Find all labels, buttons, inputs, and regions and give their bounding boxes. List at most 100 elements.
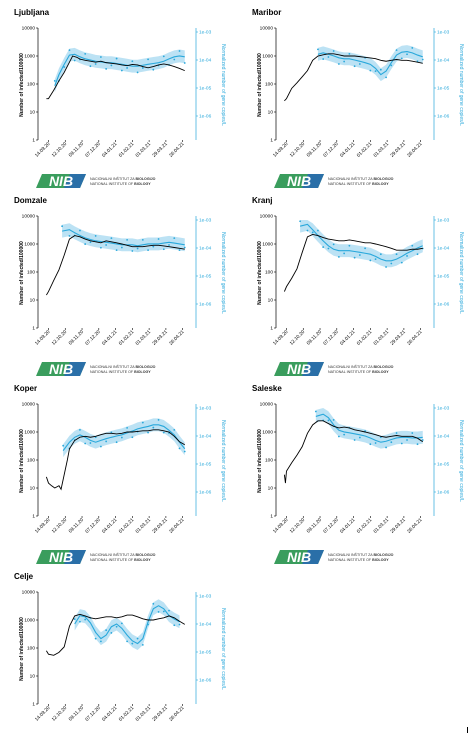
infected-line <box>283 233 423 292</box>
wastewater-point <box>411 432 414 434</box>
y-tick-label-right: 1e-04 <box>199 58 212 64</box>
wastewater-point <box>115 625 118 628</box>
wastewater-point <box>99 246 102 249</box>
nib-logo: NIB NACIONALNI INŠTITUT ZA BIOLOGIJO NATIO… <box>34 549 164 565</box>
x-tick-label: 07.12.20 <box>84 141 102 159</box>
y-tick-label-right: 1e-03 <box>199 406 212 412</box>
wastewater-point <box>84 442 87 445</box>
x-tick-label: 26.04.21 <box>168 517 186 535</box>
wastewater-point <box>105 244 108 246</box>
nib-logo-mark: NIB <box>274 361 324 377</box>
wastewater-point <box>348 244 351 247</box>
x-tick-label: 26.04.21 <box>168 141 186 159</box>
chart-panel-saleske: Saleske Number of infected/100000 Normaliz… <box>246 384 471 565</box>
wastewater-ribbon <box>74 599 180 651</box>
wastewater-point <box>385 446 387 449</box>
y-tick-label-left: 10000 <box>22 402 36 408</box>
y-tick-label-left: 100 <box>265 82 273 88</box>
x-tick-label: 01.03.21 <box>135 705 153 723</box>
wastewater-point <box>131 250 134 252</box>
y-tick-label-right: 1e-03 <box>437 218 450 224</box>
wastewater-point <box>68 235 71 237</box>
y-tick-label-left: 1 <box>32 138 35 144</box>
y-tick-label-left: 1000 <box>24 54 35 60</box>
wastewater-point <box>105 68 108 70</box>
wastewater-point <box>411 47 414 49</box>
wastewater-point <box>131 642 134 645</box>
y-tick-label-left: 100 <box>265 458 273 464</box>
chart-svg: 1 10 100 1000 10000 1e-03 1e-04 1e-05 1e-06 14.09… <box>22 590 212 723</box>
wastewater-point <box>152 245 155 248</box>
wastewater-point <box>157 238 160 240</box>
wastewater-point <box>94 637 97 640</box>
y-tick-label-left: 10 <box>30 486 36 492</box>
y-tick-label-right: 1e-05 <box>437 462 450 468</box>
y-tick-label-right: 1e-04 <box>199 434 212 440</box>
wastewater-point <box>353 65 356 68</box>
wastewater-point <box>299 220 302 223</box>
y-tick-label-right: 1e-05 <box>199 650 212 656</box>
wastewater-point <box>332 243 335 246</box>
wastewater-point <box>168 244 170 246</box>
y-tick-label-left: 1000 <box>24 430 35 436</box>
wastewater-point <box>358 436 361 439</box>
x-tick-label: 01.02.21 <box>356 141 374 159</box>
y-tick-label-right: 1e-05 <box>199 86 212 92</box>
wastewater-point <box>63 66 66 68</box>
wastewater-point <box>173 58 176 61</box>
wastewater-point <box>79 620 81 623</box>
y-tick-label-left: 100 <box>27 646 35 652</box>
wastewater-point <box>73 59 76 62</box>
nib-line2-bold: BIOLOGY <box>372 370 389 374</box>
y-tick-label-left: 1 <box>270 138 273 144</box>
wastewater-point <box>147 623 149 626</box>
wastewater-point <box>110 237 113 240</box>
wastewater-point <box>141 238 144 241</box>
wastewater-point <box>94 63 97 65</box>
nib-logo-text: NIB <box>287 173 311 189</box>
chart-panel-kranj: Kranj Number of infected/100000 Normalized… <box>246 196 471 377</box>
nib-line2-prefix: NATIONAL INSTITUTE OF <box>90 370 135 374</box>
x-tick-label: 01.03.21 <box>373 517 391 535</box>
wastewater-point <box>306 229 309 232</box>
wastewater-point <box>110 431 113 434</box>
y-tick-label-left: 1000 <box>24 618 35 624</box>
nib-logo-mark: NIB <box>36 173 86 189</box>
x-tick-label: 09.11.20 <box>68 141 85 158</box>
wastewater-point <box>400 57 403 60</box>
x-tick-label: 09.11.20 <box>306 329 323 346</box>
y-tick-label-right: 1e-06 <box>199 490 212 496</box>
y-tick-label-left: 1 <box>32 326 35 332</box>
chart-panel-domzale: Domzale Number of infected/100000 Normaliz… <box>8 196 233 377</box>
wastewater-point <box>374 70 377 73</box>
wastewater-point <box>168 609 170 612</box>
y-tick-label-right: 1e-06 <box>199 114 212 120</box>
y-tick-label-left: 1 <box>270 514 273 520</box>
wastewater-point <box>332 50 335 52</box>
wastewater-point <box>343 252 346 255</box>
y-tick-label-right: 1e-05 <box>437 274 450 280</box>
y-tick-label-left: 100 <box>265 270 273 276</box>
wastewater-point <box>53 79 56 82</box>
x-tick-label: 04.01.21 <box>101 705 119 723</box>
x-tick-label: 01.02.21 <box>118 141 136 159</box>
wastewater-point <box>332 419 335 421</box>
x-tick-label: 14.09.20 <box>34 329 52 347</box>
nib-line1-prefix: NACIONALNI INŠTITUT ZA <box>90 553 136 557</box>
nib-logo-text: NIB <box>287 549 311 565</box>
y-tick-label-right: 1e-03 <box>437 406 450 412</box>
nib-logo-line-1: NACIONALNI INŠTITUT ZA BIOLOGIJO <box>328 365 393 369</box>
x-tick-label: 01.03.21 <box>135 517 153 535</box>
wastewater-point <box>337 435 340 438</box>
wastewater-point <box>141 421 144 424</box>
wastewater-point <box>110 632 113 634</box>
y-tick-label-left: 1 <box>270 326 273 332</box>
x-tick-label: 12.10.20 <box>51 705 69 723</box>
nib-line1-bold: BIOLOGIJO <box>135 177 156 181</box>
x-tick-label: 26.04.21 <box>406 141 424 159</box>
y-tick-label-right: 1e-03 <box>199 30 212 36</box>
y-tick-label-left: 10000 <box>22 214 36 220</box>
nib-line1-bold: BIOLOGIJO <box>373 553 394 557</box>
nib-line1-bold: BIOLOGIJO <box>373 177 394 181</box>
nib-logo-text: NIB <box>49 549 73 565</box>
